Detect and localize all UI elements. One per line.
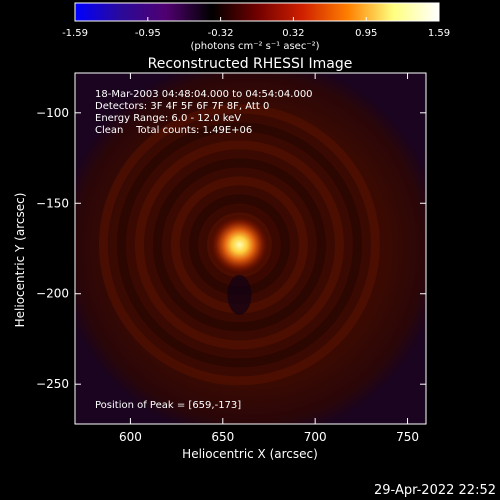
- colorbar: [74, 2, 440, 22]
- y-tick-label: −200: [36, 287, 69, 301]
- y-axis-ticks: −100 −150 −200 −250: [36, 106, 426, 391]
- colorbar-tick-label: -0.95: [135, 28, 161, 39]
- y-axis-label: Heliocentric Y (arcsec): [13, 193, 27, 328]
- ripple-ring: [134, 140, 344, 350]
- ripple-ring: [116, 122, 362, 368]
- annotation-line-3: Energy Range: 6.0 - 12.0 keV: [95, 113, 241, 124]
- annotation-line-1: 18-Mar-2003 04:48:04.000 to 04:54:04.000: [95, 89, 313, 100]
- peak-source: [209, 214, 270, 275]
- x-tick-label: 750: [396, 430, 419, 444]
- chart-title: Reconstructed RHESSI Image: [148, 56, 353, 72]
- ripple-ring: [152, 158, 326, 332]
- peak-position-label: Position of Peak = [659,-173]: [95, 400, 241, 411]
- y-tick-label: −250: [36, 377, 69, 391]
- colorbar-tick-label: 0.95: [355, 28, 377, 39]
- y-tick-label: −100: [36, 106, 69, 120]
- colorbar-tick-label: -0.32: [208, 28, 234, 39]
- x-tick-label: 650: [211, 430, 234, 444]
- annotation-line-4: Clean Total counts: 1.49E+06: [95, 125, 252, 136]
- heatmap-image: [75, 73, 426, 424]
- x-axis-ticks: 600 650 700 750: [119, 73, 419, 444]
- colorbar-tick-label: 0.32: [282, 28, 304, 39]
- x-axis-label: Heliocentric X (arcsec): [182, 447, 318, 461]
- x-tick-label: 700: [304, 430, 327, 444]
- x-tick-label: 600: [119, 430, 142, 444]
- plot-frame: [74, 72, 427, 425]
- annotation-block: 18-Mar-2003 04:48:04.000 to 04:54:04.000…: [95, 89, 313, 136]
- timestamp: 29-Apr-2022 22:52: [374, 483, 496, 498]
- ripple-ring: [98, 104, 380, 386]
- colorbar-tick-label: 1.59: [428, 28, 450, 39]
- colorbar-ticks: -1.59 -0.95 -0.32 0.32 0.95 1.59: [62, 17, 450, 39]
- annotation-line-2: Detectors: 3F 4F 5F 6F 7F 8F, Att 0: [95, 101, 269, 112]
- colorbar-tick-label: -1.59: [62, 28, 88, 39]
- colorbar-units: (photons cm⁻² s⁻¹ asec⁻²): [190, 41, 319, 52]
- y-tick-label: −150: [36, 196, 69, 210]
- dark-lobe: [227, 274, 252, 315]
